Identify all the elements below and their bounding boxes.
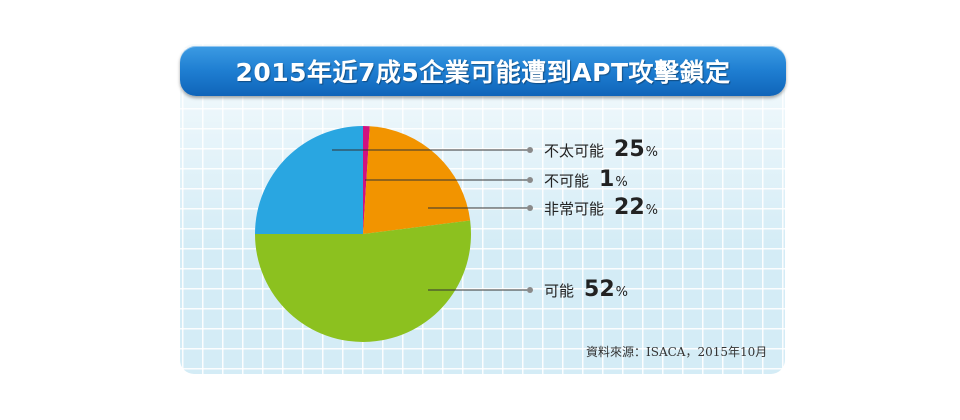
slice-label: 不可能 1% <box>544 167 628 192</box>
chart-title: 2015年近7成5企業可能遭到APT攻擊鎖定 <box>235 58 731 87</box>
slice-label: 不太可能 25% <box>544 137 658 162</box>
slice-label: 可能 52% <box>544 277 628 302</box>
leader-dot <box>527 287 533 293</box>
leader-dot <box>527 177 533 183</box>
title-banner: 2015年近7成5企業可能遭到APT攻擊鎖定 <box>180 46 786 96</box>
source-note: 資料來源：ISACA，2015年10月 <box>586 345 768 359</box>
pie-slice <box>255 220 471 342</box>
chart-card <box>180 44 785 374</box>
pie-slice <box>255 126 363 234</box>
slice-label: 非常可能 22% <box>544 195 658 220</box>
leader-dot <box>527 147 533 153</box>
leader-dot <box>527 205 533 211</box>
